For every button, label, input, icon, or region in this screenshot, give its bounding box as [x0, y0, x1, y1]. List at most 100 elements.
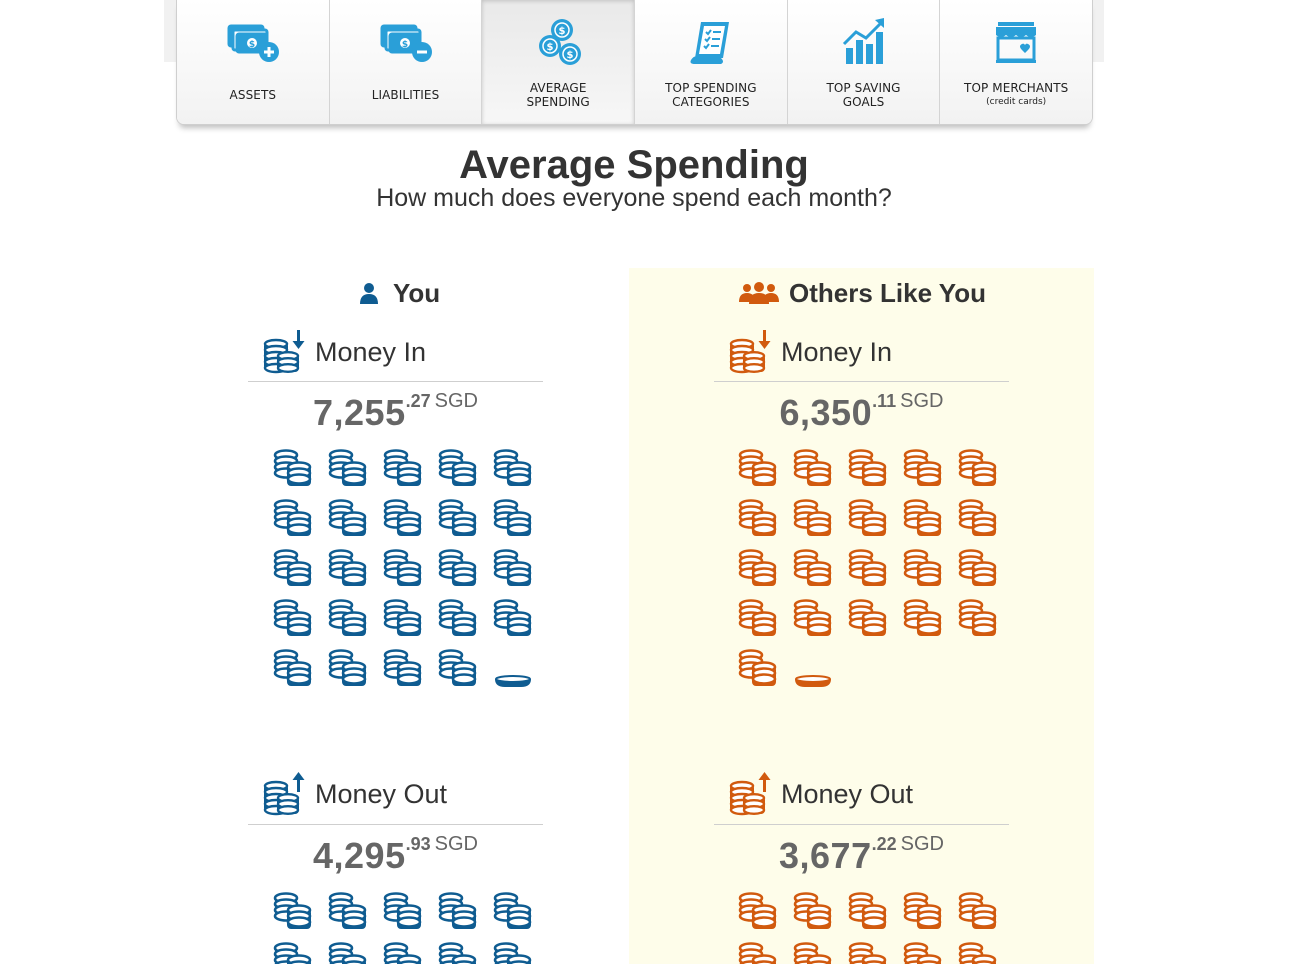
coin-stack-icon [438, 892, 477, 929]
you-money-in-title: Money In [263, 330, 426, 374]
others-heading-label: Others Like You [789, 277, 986, 308]
coin-stack-icon [493, 449, 532, 486]
tab-average-spending-label: AVERAGE SPENDING [526, 81, 590, 109]
coin-stack-icon [493, 892, 532, 929]
partial-coin-icon [495, 675, 531, 687]
tab-top-spending-categories[interactable]: TOP SPENDING CATEGORIES [635, 0, 788, 124]
tab-top-merchants[interactable]: TOP MERCHANTS (credit cards) [940, 0, 1092, 124]
you-money-out-label: Money Out [315, 778, 448, 809]
amount-currency: SGD [434, 833, 478, 855]
coin-stack-icon [793, 942, 832, 964]
svg-text:$: $ [559, 26, 566, 37]
coin-stack-icon [738, 942, 777, 964]
coin-stack-icon [493, 599, 532, 636]
coin-stack-icon [438, 449, 477, 486]
coin-stack-icon [328, 649, 367, 686]
coin-stack-icon [383, 549, 422, 586]
others-money-in-title: Money In [729, 330, 892, 374]
people-group-icon [739, 282, 779, 304]
coin-stack-icon [438, 549, 477, 586]
others-money-out-amount: 3,677.22 SGD [714, 833, 1009, 877]
others-money-in-label: Money In [781, 336, 893, 367]
coin-stack-icon [383, 599, 422, 636]
coin-stack-icon [793, 892, 832, 929]
coin-stack-icon [738, 649, 777, 686]
tab-top-merchants-sublabel: (credit cards) [986, 97, 1047, 107]
divider [248, 824, 543, 825]
you-money-out-amount: 4,295.93 SGD [248, 833, 543, 877]
divider [248, 381, 543, 382]
amount-cents: .22 [871, 834, 897, 854]
amount-cents: .11 [872, 391, 897, 411]
coin-stack-icon [493, 499, 532, 536]
svg-text:$: $ [401, 40, 407, 50]
coin-stack-icon [738, 599, 777, 636]
tab-assets[interactable]: $ ASSETS [177, 0, 330, 124]
coin-stack-icon [903, 942, 942, 964]
coin-stack-icon [793, 549, 832, 586]
coin-stack-icon [328, 499, 367, 536]
svg-text:$: $ [547, 42, 554, 53]
coins-in-icon [263, 330, 305, 374]
coins-out-icon [729, 772, 771, 816]
coin-stack-icon [438, 942, 477, 964]
coin-stack-icon [493, 549, 532, 586]
coin-stack-icon [903, 449, 942, 486]
amount-whole: 6,350 [779, 392, 873, 433]
coin-stack-icon [793, 449, 832, 486]
svg-text:$: $ [567, 50, 574, 61]
coin-stack-icon [328, 449, 367, 486]
coin-stack-icon [903, 892, 942, 929]
amount-currency: SGD [900, 390, 944, 412]
you-heading: You [359, 278, 440, 308]
you-heading-label: You [393, 277, 441, 308]
others-money-out-title: Money Out [729, 772, 913, 816]
coin-stack-icon [273, 892, 312, 929]
amount-currency: SGD [434, 390, 478, 412]
coin-stack-icon [383, 942, 422, 964]
coin-stack-icon [848, 599, 887, 636]
coin-stack-icon [738, 449, 777, 486]
coin-stack-icon [328, 599, 367, 636]
coin-stack-icon [848, 449, 887, 486]
coins-dollar-icon: $ $ $ [539, 19, 582, 65]
coin-stack-icon [328, 892, 367, 929]
others-money-out-label: Money Out [781, 778, 914, 809]
coin-stack-icon [848, 892, 887, 929]
coin-stack-icon [383, 499, 422, 536]
page-subtitle: How much does everyone spend each month? [376, 184, 892, 212]
coin-stack-icon [848, 499, 887, 536]
coins-out-icon [263, 772, 305, 816]
coins-in-icon [729, 330, 771, 374]
coin-stack-icon [793, 599, 832, 636]
coin-stack-icon [848, 549, 887, 586]
tab-top-spending-categories-label: TOP SPENDING CATEGORIES [665, 81, 757, 109]
tab-average-spending[interactable]: $ $ $ AVERAGE SPENDING [482, 0, 636, 124]
coin-stack-icon [438, 649, 477, 686]
svg-text:$: $ [249, 40, 255, 50]
coin-stack-icon [958, 892, 997, 929]
coin-stack-icon [793, 499, 832, 536]
amount-cents: .93 [405, 834, 431, 854]
tab-liabilities[interactable]: $ LIABILITIES [329, 0, 483, 124]
checklist-icon [690, 22, 729, 64]
coin-stack-icon [273, 449, 312, 486]
amount-whole: 3,677 [779, 835, 872, 876]
coin-stack-icon [903, 499, 942, 536]
coin-stack-icon [903, 549, 942, 586]
coin-stack-icon [958, 549, 997, 586]
coin-stack-icon [958, 599, 997, 636]
coin-stack-icon [383, 892, 422, 929]
you-money-in-amount: 7,255.27 SGD [248, 390, 543, 434]
amount-whole: 7,255 [313, 392, 406, 433]
coin-stack-icon [273, 649, 312, 686]
coin-stack-icon [328, 942, 367, 964]
money-minus-icon: $ [380, 24, 432, 62]
amount-currency: SGD [900, 833, 944, 855]
money-plus-icon: $ [227, 24, 279, 62]
coin-stack-icon [958, 499, 997, 536]
tab-top-saving-goals[interactable]: TOP SAVING GOALS [787, 0, 941, 124]
coin-stack-icon [848, 942, 887, 964]
coin-stack-icon [383, 449, 422, 486]
others-heading: Others Like You [739, 278, 986, 308]
